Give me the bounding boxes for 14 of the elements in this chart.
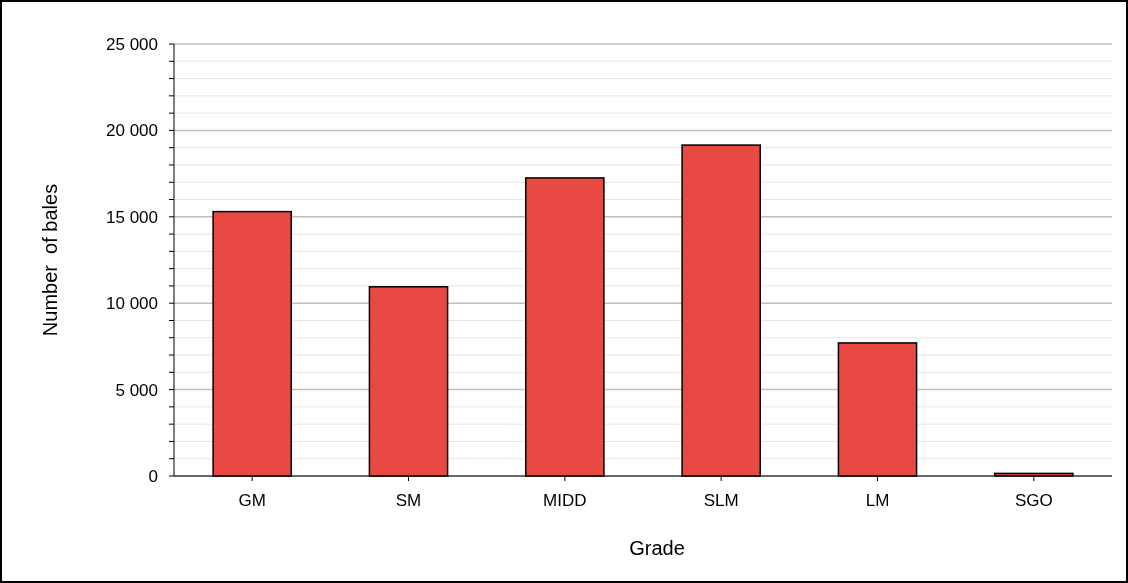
y-tick-label: 15 000 — [106, 207, 158, 227]
y-tick-label: 20 000 — [106, 121, 158, 141]
x-tick-label: GM — [238, 491, 266, 510]
y-tick-label: 5 000 — [115, 380, 158, 400]
x-tick-label: SLM — [703, 491, 739, 510]
x-tick-label: SGO — [1014, 491, 1053, 510]
x-tick-label: SM — [395, 491, 422, 510]
x-tick-label: MIDD — [543, 491, 587, 510]
x-tick-label: LM — [865, 491, 890, 510]
y-tick-label: 10 000 — [106, 294, 158, 314]
y-tick-label: 25 000 — [106, 34, 158, 54]
x-axis-title: Grade — [629, 537, 685, 559]
y-axis-title: Number of bales — [39, 183, 61, 337]
y-tick-label: 0 — [148, 466, 158, 486]
